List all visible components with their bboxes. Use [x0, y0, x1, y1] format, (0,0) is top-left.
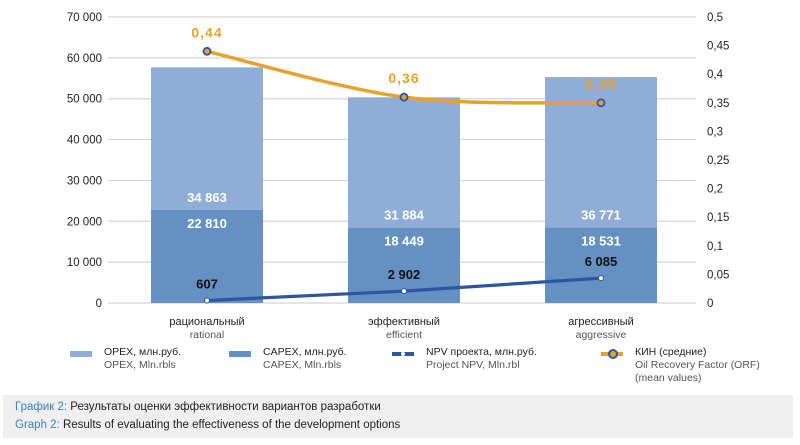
legend-opex-ru: OPEX, млн.руб. [104, 346, 182, 358]
right-tick-label: 0,25 [707, 155, 729, 167]
caption-ru: График 2: Результаты оценки эффективност… [15, 401, 381, 413]
right-tick-label: 0 [707, 298, 713, 310]
npv-point [401, 288, 407, 295]
npv-line-swatch-icon [392, 352, 414, 356]
capex-value-label: 22 810 [187, 216, 227, 231]
category-label-ru: эффективный [368, 316, 440, 328]
category-label-en: efficient [386, 329, 422, 341]
left-tick-label: 50 000 [67, 94, 102, 106]
left-tick-label: 60 000 [67, 53, 102, 65]
opex-value-label: 36 771 [581, 207, 621, 222]
legend-orf-en: Oil Recovery Factor (ORF) [635, 359, 760, 371]
right-tick-label: 0,2 [707, 184, 723, 196]
orf-line-swatch-icon [601, 349, 623, 359]
right-tick-label: 0,45 [707, 41, 729, 53]
right-tick-label: 0,1 [707, 241, 723, 253]
bar-labels: 22 810 34 863 18 449 31 884 18 531 36 771 [187, 190, 621, 249]
caption-ru-label: График 2: [15, 401, 68, 413]
orf-value-label: 0,44 [191, 24, 222, 40]
category-label-ru: агрессивный [568, 316, 633, 328]
category-label-ru: рациональный [169, 316, 244, 328]
left-tick-label: 40 000 [67, 135, 102, 147]
legend-orf-en2: (mean values) [635, 372, 702, 384]
opex-value-label: 31 884 [384, 208, 425, 223]
legend-capex-ru: CAPEX, млн.руб. [263, 346, 347, 358]
right-tick-label: 0,5 [707, 12, 723, 24]
caption-en: Graph 2: Results of evaluating the effec… [15, 419, 400, 431]
orf-point [399, 92, 409, 102]
orf-point [596, 98, 606, 108]
bar-opex [348, 97, 460, 228]
capex-value-label: 18 449 [384, 234, 424, 249]
caption-en-label: Graph 2: [15, 419, 60, 431]
caption-box: График 2: Результаты оценки эффективност… [3, 395, 793, 438]
opex-value-label: 34 863 [187, 190, 227, 205]
category-label-en: aggressive [576, 329, 627, 341]
legend: OPEX, млн.руб. OPEX, Mln.rbls CAPEX, млн… [0, 346, 800, 386]
category-label-en: rational [190, 329, 224, 341]
legend-npv-ru: NPV проекта, млн.руб. [426, 346, 537, 358]
legend-item-capex[interactable]: CAPEX, млн.руб. CAPEX, Mln.rbls [229, 346, 347, 372]
npv-point [598, 275, 604, 282]
legend-item-opex[interactable]: OPEX, млн.руб. OPEX, Mln.rbls [70, 346, 181, 372]
legend-capex-en: CAPEX, Mln.rbls [263, 359, 342, 371]
bar-opex [151, 67, 263, 210]
capex-value-label: 18 531 [581, 233, 621, 248]
right-tick-label: 0,15 [707, 212, 729, 224]
npv-value-label: 607 [196, 277, 218, 292]
bar-capex [545, 227, 657, 303]
legend-opex-en: OPEX, Mln.rbls [104, 359, 176, 371]
left-tick-label: 30 000 [67, 175, 102, 187]
legend-npv-en: Project NPV, Mln.rbl [426, 359, 520, 371]
capex-swatch-icon [229, 351, 251, 357]
orf-point [202, 46, 212, 56]
left-tick-label: 20 000 [67, 216, 102, 228]
legend-item-npv[interactable]: NPV проекта, млн.руб. Project NPV, Mln.r… [392, 346, 537, 372]
right-axis-ticks: 0 0,05 0,1 0,15 0,2 0,25 0,3 0,35 0,4 0,45 0,5 [707, 12, 729, 310]
right-tick-label: 0,4 [707, 69, 724, 81]
legend-orf-ru: КИН (средние) [635, 346, 707, 358]
bars [151, 67, 657, 303]
right-tick-label: 0,3 [707, 126, 723, 138]
caption-en-text: Results of evaluating the effectiveness … [59, 419, 401, 431]
right-tick-label: 0,35 [707, 98, 729, 110]
right-tick-label: 0,05 [707, 269, 729, 281]
npv-point [204, 297, 210, 304]
left-tick-label: 0 [96, 298, 102, 310]
opex-swatch-icon [70, 351, 92, 357]
caption-ru-text: Результаты оценки эффективности варианто… [67, 401, 381, 413]
npv-value-label: 2 902 [388, 267, 421, 282]
npv-value-label: 6 085 [585, 254, 618, 269]
orf-value-label: 0,35 [585, 76, 616, 92]
npv-line-group: 607 2 902 6 085 [196, 254, 618, 304]
orf-line-group: 0,44 0,36 0,35 [191, 24, 616, 108]
bar-capex [151, 209, 263, 303]
left-tick-label: 70 000 [67, 12, 102, 24]
orf-value-label: 0,36 [388, 70, 419, 86]
left-axis-ticks: 0 10 000 20 000 30 000 40 000 50 000 60 000 70 … [67, 12, 102, 310]
combo-chart: 0 10 000 20 000 30 000 40 000 50 000 60 000 70 … [67, 12, 730, 341]
legend-item-orf[interactable]: КИН (средние) Oil Recovery Factor (ORF) … [601, 346, 760, 385]
left-tick-label: 10 000 [67, 257, 102, 269]
